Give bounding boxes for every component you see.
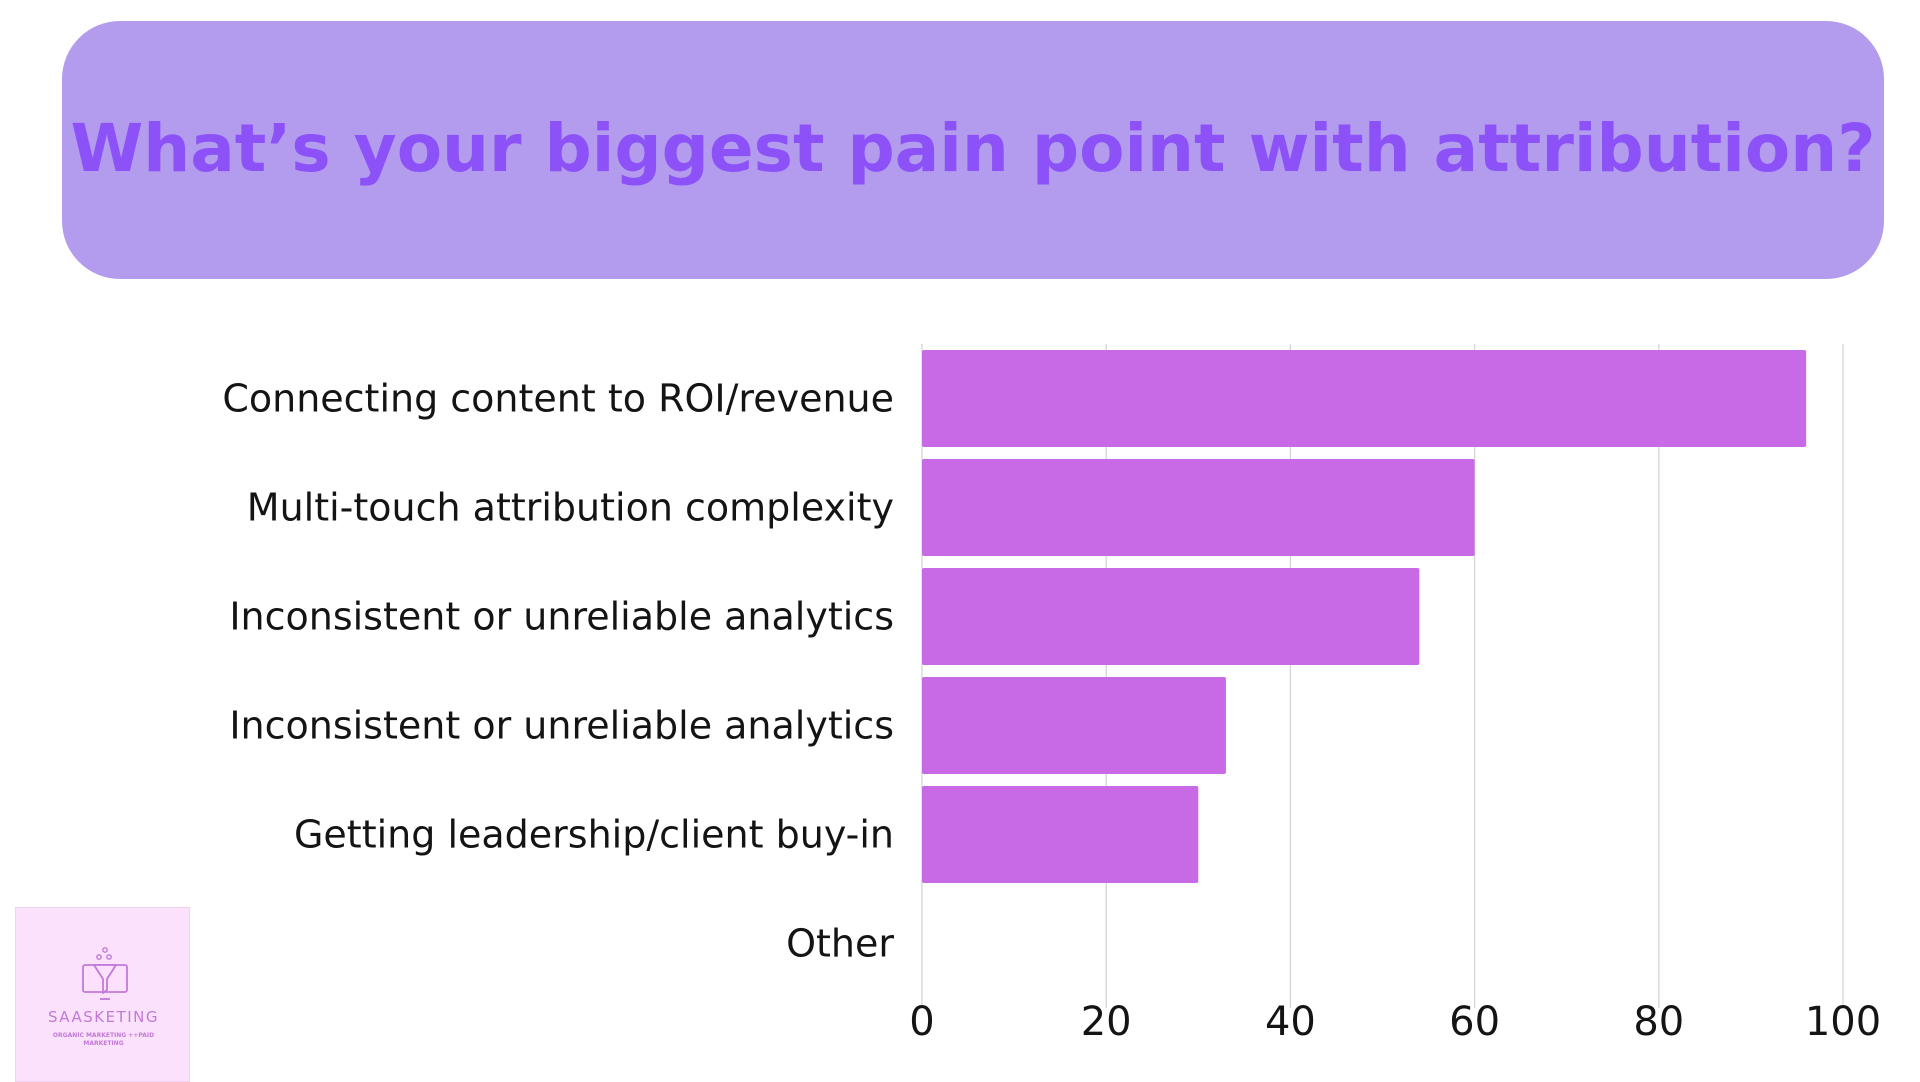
x-tick-label-0: 0 — [909, 999, 934, 1045]
bar-2 — [922, 459, 1475, 556]
x-tick-label-80: 80 — [1633, 999, 1684, 1045]
title-banner: What’s your biggest pain point with attr… — [62, 21, 1884, 279]
funnel-monitor-icon — [82, 947, 128, 1000]
category-labels: Connecting content to ROI/revenue Multi-t… — [222, 377, 894, 966]
category-label-2: Multi-touch attribution complexity — [247, 486, 894, 530]
category-label-4: Inconsistent or unreliable analytics — [229, 704, 894, 748]
bar-4 — [922, 677, 1226, 774]
bar-5 — [922, 786, 1199, 883]
grid-lines — [921, 344, 1844, 1008]
category-label-3: Inconsistent or unreliable analytics — [229, 595, 894, 639]
category-label-1: Connecting content to ROI/revenue — [222, 377, 894, 421]
chart-title: What’s your biggest pain point with attr… — [70, 109, 1876, 187]
x-tick-label-60: 60 — [1449, 999, 1500, 1045]
x-axis-ticks: 0 20 40 60 80 100 — [909, 999, 1881, 1045]
brand-logo: SAASKETING ORGANIC MARKETING ++PAID MARK… — [15, 907, 190, 1082]
logo-brand-name: SAASKETING — [47, 1008, 159, 1026]
logo-tagline: ORGANIC MARKETING ++PAID MARKETING — [52, 1032, 155, 1047]
x-tick-label-100: 100 — [1805, 999, 1881, 1045]
x-tick-label-40: 40 — [1265, 999, 1316, 1045]
bar-1 — [922, 350, 1807, 447]
bar-3 — [922, 568, 1420, 665]
category-label-5: Getting leadership/client buy-in — [294, 813, 894, 857]
x-tick-label-20: 20 — [1081, 999, 1132, 1045]
category-label-6: Other — [786, 922, 894, 966]
bars — [922, 350, 1807, 883]
